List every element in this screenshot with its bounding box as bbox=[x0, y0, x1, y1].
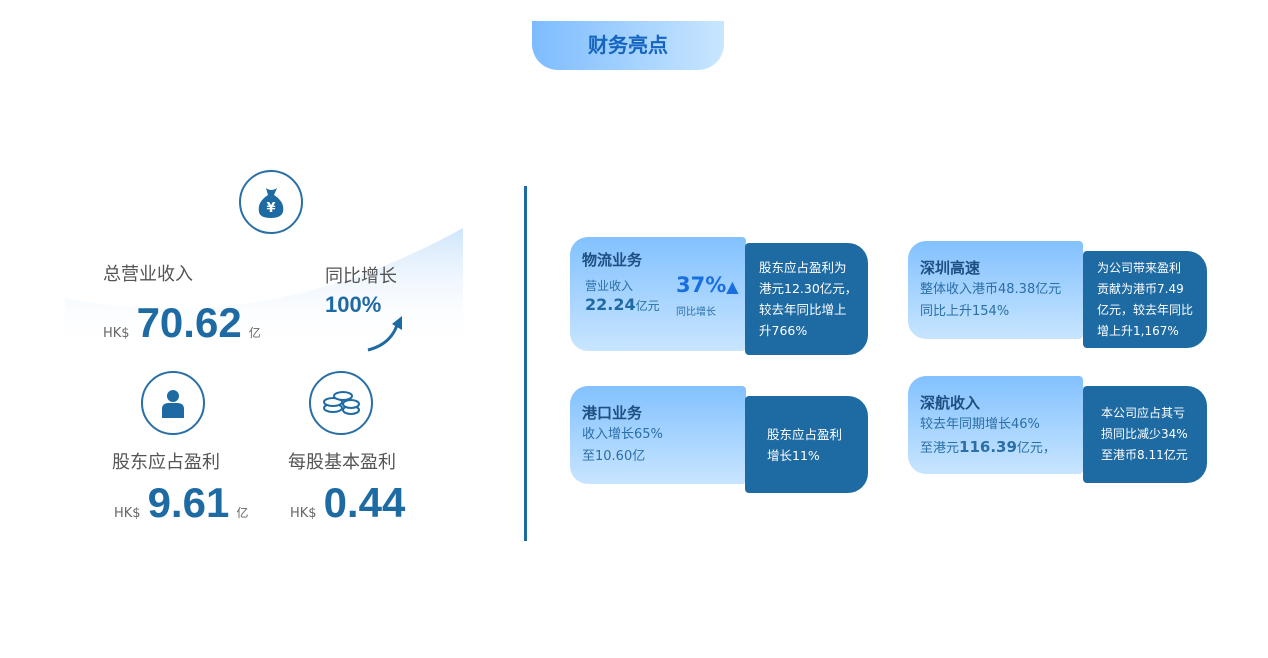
section-title: 财务亮点 bbox=[532, 21, 724, 70]
card-value: 22.24 bbox=[585, 295, 636, 314]
revenue-unit: 亿 bbox=[248, 326, 261, 340]
card-text: 至港元 bbox=[920, 441, 960, 456]
detail-line: 本公司应占其亏 bbox=[1101, 406, 1186, 420]
detail-line: 增长11% bbox=[767, 447, 820, 463]
detail-line: 至港币8.11亿元 bbox=[1101, 448, 1188, 462]
card-title: 港口业务 bbox=[582, 404, 643, 422]
card-title: 物流业务 bbox=[582, 251, 643, 269]
profit-label: 股东应占盈利 bbox=[112, 452, 220, 473]
card-title: 深圳高速 bbox=[920, 259, 981, 277]
person-icon bbox=[141, 371, 205, 435]
growth-label: 同比增长 bbox=[676, 307, 716, 318]
card-shenzhen-expressway-detail: 为公司带来盈利 贡献为港币7.49 亿元，较去年同比 增上升1,167% bbox=[1083, 251, 1207, 348]
profit-row: HK$ 9.61 亿 bbox=[114, 482, 248, 524]
card-port: 港口业务 收入增长65% 至10.60亿 bbox=[570, 386, 746, 484]
eps-value: 0.44 bbox=[323, 479, 406, 526]
card-label: 营业收入 bbox=[585, 279, 634, 293]
decorative-arc bbox=[65, 228, 463, 348]
detail-line: 增上升1,167% bbox=[1097, 323, 1179, 338]
card-shenzhen-expressway: 深圳高速 整体收入港币48.38亿元 同比上升154% bbox=[908, 241, 1083, 339]
eps-currency: HK$ bbox=[290, 506, 317, 521]
eps-row: HK$ 0.44 bbox=[290, 482, 405, 524]
card-line: 同比上升154% bbox=[920, 304, 1010, 319]
card-line: 至10.60亿 bbox=[582, 449, 646, 464]
revenue-label: 总营业收入 bbox=[103, 264, 193, 285]
card-logistics: 物流业务 营业收入 22.24亿元 37%▲ 同比增长 bbox=[570, 237, 746, 351]
revenue-value: 70.62 bbox=[136, 299, 242, 346]
card-shenzhen-airlines-detail: 本公司应占其亏 损同比减少34% 至港币8.11亿元 bbox=[1083, 386, 1207, 483]
detail-line: 贡献为港币7.49 bbox=[1097, 281, 1184, 296]
profit-value: 9.61 bbox=[147, 479, 230, 526]
card-shenzhen-airlines: 深航收入 较去年同期增长46% 至港元116.39亿元， bbox=[908, 376, 1083, 474]
profit-unit: 亿 bbox=[236, 506, 249, 520]
revenue-row: HK$ 70.62 亿 bbox=[103, 302, 261, 344]
card-unit: 亿元 bbox=[635, 299, 660, 313]
money-bag-yen-icon: ¥ bbox=[239, 170, 303, 234]
detail-line: 股东应占盈利为 bbox=[759, 260, 847, 275]
eps-label: 每股基本盈利 bbox=[288, 452, 396, 473]
detail-line: 股东应占盈利 bbox=[767, 426, 843, 442]
triangle-up-icon: ▲ bbox=[726, 277, 739, 296]
arrow-up-right-icon bbox=[367, 316, 402, 352]
svg-text:¥: ¥ bbox=[266, 201, 275, 216]
detail-line: 损同比减少34% bbox=[1101, 427, 1188, 441]
detail-line: 较去年同比增上 bbox=[759, 302, 847, 317]
coins-icon bbox=[309, 371, 373, 435]
detail-line: 为公司带来盈利 bbox=[1097, 260, 1182, 275]
detail-line: 升766% bbox=[759, 323, 808, 338]
detail-line: 港元12.30亿元， bbox=[759, 281, 858, 296]
card-value: 116.39 bbox=[959, 438, 1017, 456]
card-line: 较去年同期增长46% bbox=[920, 417, 1040, 432]
growth-label: 同比增长 bbox=[325, 266, 397, 287]
growth-pct: 37% bbox=[676, 273, 727, 297]
revenue-currency: HK$ bbox=[103, 326, 130, 341]
growth-value: 100% bbox=[325, 292, 382, 317]
card-line: 收入增长65% bbox=[582, 427, 663, 442]
card-line: 整体收入港币48.38亿元 bbox=[920, 282, 1062, 297]
card-title: 深航收入 bbox=[920, 394, 981, 412]
card-text: 亿元， bbox=[1016, 441, 1056, 456]
card-logistics-detail: 股东应占盈利为 港元12.30亿元， 较去年同比增上 升766% bbox=[745, 243, 868, 355]
profit-currency: HK$ bbox=[114, 506, 141, 521]
divider bbox=[524, 186, 527, 541]
detail-line: 亿元，较去年同比 bbox=[1097, 302, 1194, 317]
card-port-detail: 股东应占盈利 增长11% bbox=[745, 396, 868, 493]
